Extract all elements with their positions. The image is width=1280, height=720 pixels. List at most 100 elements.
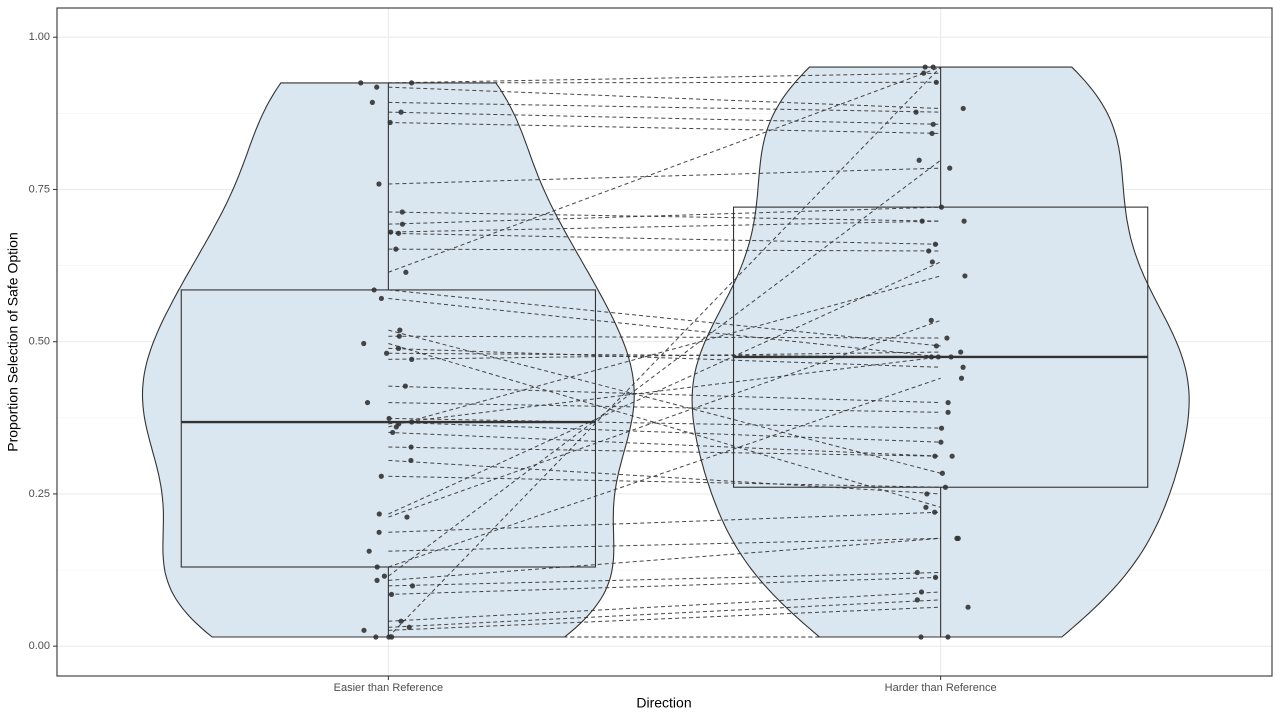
pair-line (388, 356, 941, 425)
y-tick-label: 0.00 (29, 640, 50, 652)
point (366, 548, 372, 554)
point (962, 273, 968, 279)
point (938, 425, 945, 431)
point (939, 470, 945, 476)
point (399, 221, 406, 227)
pair-line (388, 335, 941, 339)
point (376, 529, 382, 535)
point (960, 364, 966, 370)
pair-line (388, 289, 941, 347)
point (397, 327, 403, 333)
point (358, 80, 364, 86)
pair-line (388, 81, 941, 84)
point (399, 209, 405, 215)
point (932, 574, 939, 580)
pair-line (388, 121, 941, 134)
pair-line (388, 576, 941, 595)
point (371, 287, 377, 293)
point (938, 439, 944, 445)
x-axis-title: Direction (636, 695, 691, 711)
pair-line (388, 417, 941, 429)
point (938, 204, 945, 210)
point (930, 64, 936, 70)
point (387, 119, 393, 126)
point (921, 70, 927, 76)
point (374, 577, 380, 583)
point (929, 130, 935, 137)
pair-line (388, 475, 941, 488)
point (409, 583, 416, 589)
pair-line (388, 352, 941, 358)
y-tick-label: 0.50 (29, 336, 50, 348)
point (945, 409, 951, 415)
point (390, 429, 396, 436)
point (395, 230, 402, 236)
point (383, 350, 390, 356)
pair-line (388, 421, 941, 443)
point (408, 457, 414, 464)
pair-line (388, 459, 941, 495)
point (923, 504, 929, 510)
point (930, 121, 936, 127)
pair-line (388, 385, 941, 404)
point (396, 333, 402, 339)
point (935, 354, 941, 360)
point (918, 589, 925, 595)
x-tick-label: Harder than Reference (885, 682, 997, 694)
point (932, 453, 938, 459)
point (373, 634, 379, 640)
point (378, 473, 384, 479)
point (408, 444, 414, 450)
point (919, 218, 925, 224)
point (393, 424, 399, 430)
violin (691, 66, 1190, 638)
point (932, 509, 938, 515)
point (376, 181, 382, 187)
pair-line (388, 591, 941, 622)
y-tick-label: 1.00 (29, 31, 50, 43)
point (386, 415, 392, 422)
pair-line (388, 111, 941, 125)
point (918, 634, 924, 640)
point (933, 79, 939, 85)
point (402, 383, 408, 389)
point (929, 259, 935, 265)
point (926, 248, 932, 254)
point (369, 99, 375, 105)
point (386, 634, 392, 640)
point (381, 573, 388, 579)
pair-line (388, 72, 941, 84)
point (932, 241, 939, 247)
point (393, 246, 399, 252)
point (965, 604, 971, 610)
y-tick-label: 0.75 (29, 183, 50, 195)
point (945, 399, 951, 406)
point (388, 229, 394, 235)
point (374, 564, 380, 570)
pair-line (388, 537, 941, 581)
pair-line (388, 101, 941, 113)
pair-line (388, 261, 941, 515)
pair-line (388, 206, 941, 225)
pair-line (388, 343, 941, 508)
pair-line (388, 599, 941, 628)
point (409, 80, 415, 86)
point (949, 453, 955, 459)
point (914, 569, 920, 576)
point (961, 218, 967, 224)
pair-line (388, 275, 941, 428)
pair-line (388, 66, 941, 273)
pair-line (388, 297, 941, 358)
point (378, 295, 385, 302)
point (928, 354, 934, 360)
point (403, 269, 409, 275)
point (948, 354, 954, 360)
point (398, 618, 404, 624)
panel-border (56, 7, 1273, 677)
point (374, 84, 380, 90)
point (361, 340, 367, 347)
point (361, 627, 367, 633)
point (913, 109, 919, 115)
